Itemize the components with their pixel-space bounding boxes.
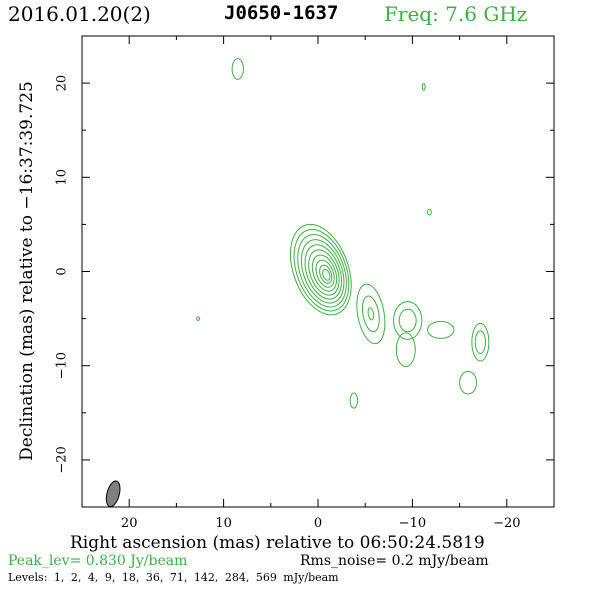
component-contour bbox=[361, 295, 380, 333]
axis-tick-labels: 20 10 0 −10 −20 20 10 0 −10 −20 bbox=[55, 75, 521, 531]
restoring-beam bbox=[105, 480, 121, 508]
x-tick-label: −10 bbox=[399, 516, 426, 531]
core-contour bbox=[293, 228, 350, 312]
x-tick-label: 10 bbox=[215, 516, 232, 531]
component-contour bbox=[231, 58, 244, 80]
peak-level: Peak_lev= 0.830 Jy/beam bbox=[8, 553, 188, 569]
plot-frame bbox=[81, 35, 555, 508]
x-tick-label: −20 bbox=[493, 516, 520, 531]
component-contour bbox=[398, 308, 417, 333]
y-tick-label: 20 bbox=[55, 75, 70, 92]
y-tick-label: −20 bbox=[55, 446, 70, 473]
source-name: J0650-1637 bbox=[224, 2, 339, 24]
observation-date: 2016.01.20(2) bbox=[8, 2, 151, 26]
core-contour bbox=[308, 249, 340, 296]
core-contour bbox=[289, 223, 352, 316]
component-contour bbox=[459, 370, 478, 395]
x-tick-label: 20 bbox=[121, 516, 138, 531]
frequency-label: Freq: 7.6 GHz bbox=[384, 2, 528, 26]
component-contour bbox=[421, 83, 426, 91]
core-contour bbox=[297, 234, 347, 308]
core-contour bbox=[319, 264, 333, 284]
y-tick-label: 10 bbox=[55, 169, 70, 186]
component-contour bbox=[356, 283, 386, 345]
component-contour bbox=[427, 320, 455, 339]
core-contour bbox=[311, 254, 338, 292]
component-contour bbox=[393, 301, 423, 340]
core-contour bbox=[322, 268, 331, 281]
component-contour bbox=[395, 332, 416, 368]
rms-noise: Rms_noise= 0.2 mJy/beam bbox=[300, 553, 489, 569]
component-contour bbox=[349, 392, 359, 409]
axis-ticks bbox=[81, 35, 555, 508]
core-contour bbox=[304, 244, 342, 300]
core-contour bbox=[315, 259, 335, 288]
component-contour bbox=[471, 322, 490, 362]
component-contour bbox=[367, 307, 375, 321]
y-tick-label: 0 bbox=[55, 267, 70, 275]
contour-levels: Levels: 1, 2, 4, 9, 18, 36, 71, 142, 284… bbox=[8, 571, 339, 584]
y-tick-label: −10 bbox=[55, 352, 70, 379]
contours bbox=[105, 58, 490, 508]
y-axis-label: Declination (mas) relative to −16:37:39.… bbox=[17, 81, 37, 461]
x-axis-label: Right ascension (mas) relative to 06:50:… bbox=[70, 533, 485, 553]
component-contour bbox=[474, 330, 486, 354]
component-contour bbox=[196, 316, 201, 321]
core-contour bbox=[300, 239, 345, 304]
component-contour bbox=[427, 208, 432, 216]
x-tick-label: 0 bbox=[314, 516, 322, 531]
